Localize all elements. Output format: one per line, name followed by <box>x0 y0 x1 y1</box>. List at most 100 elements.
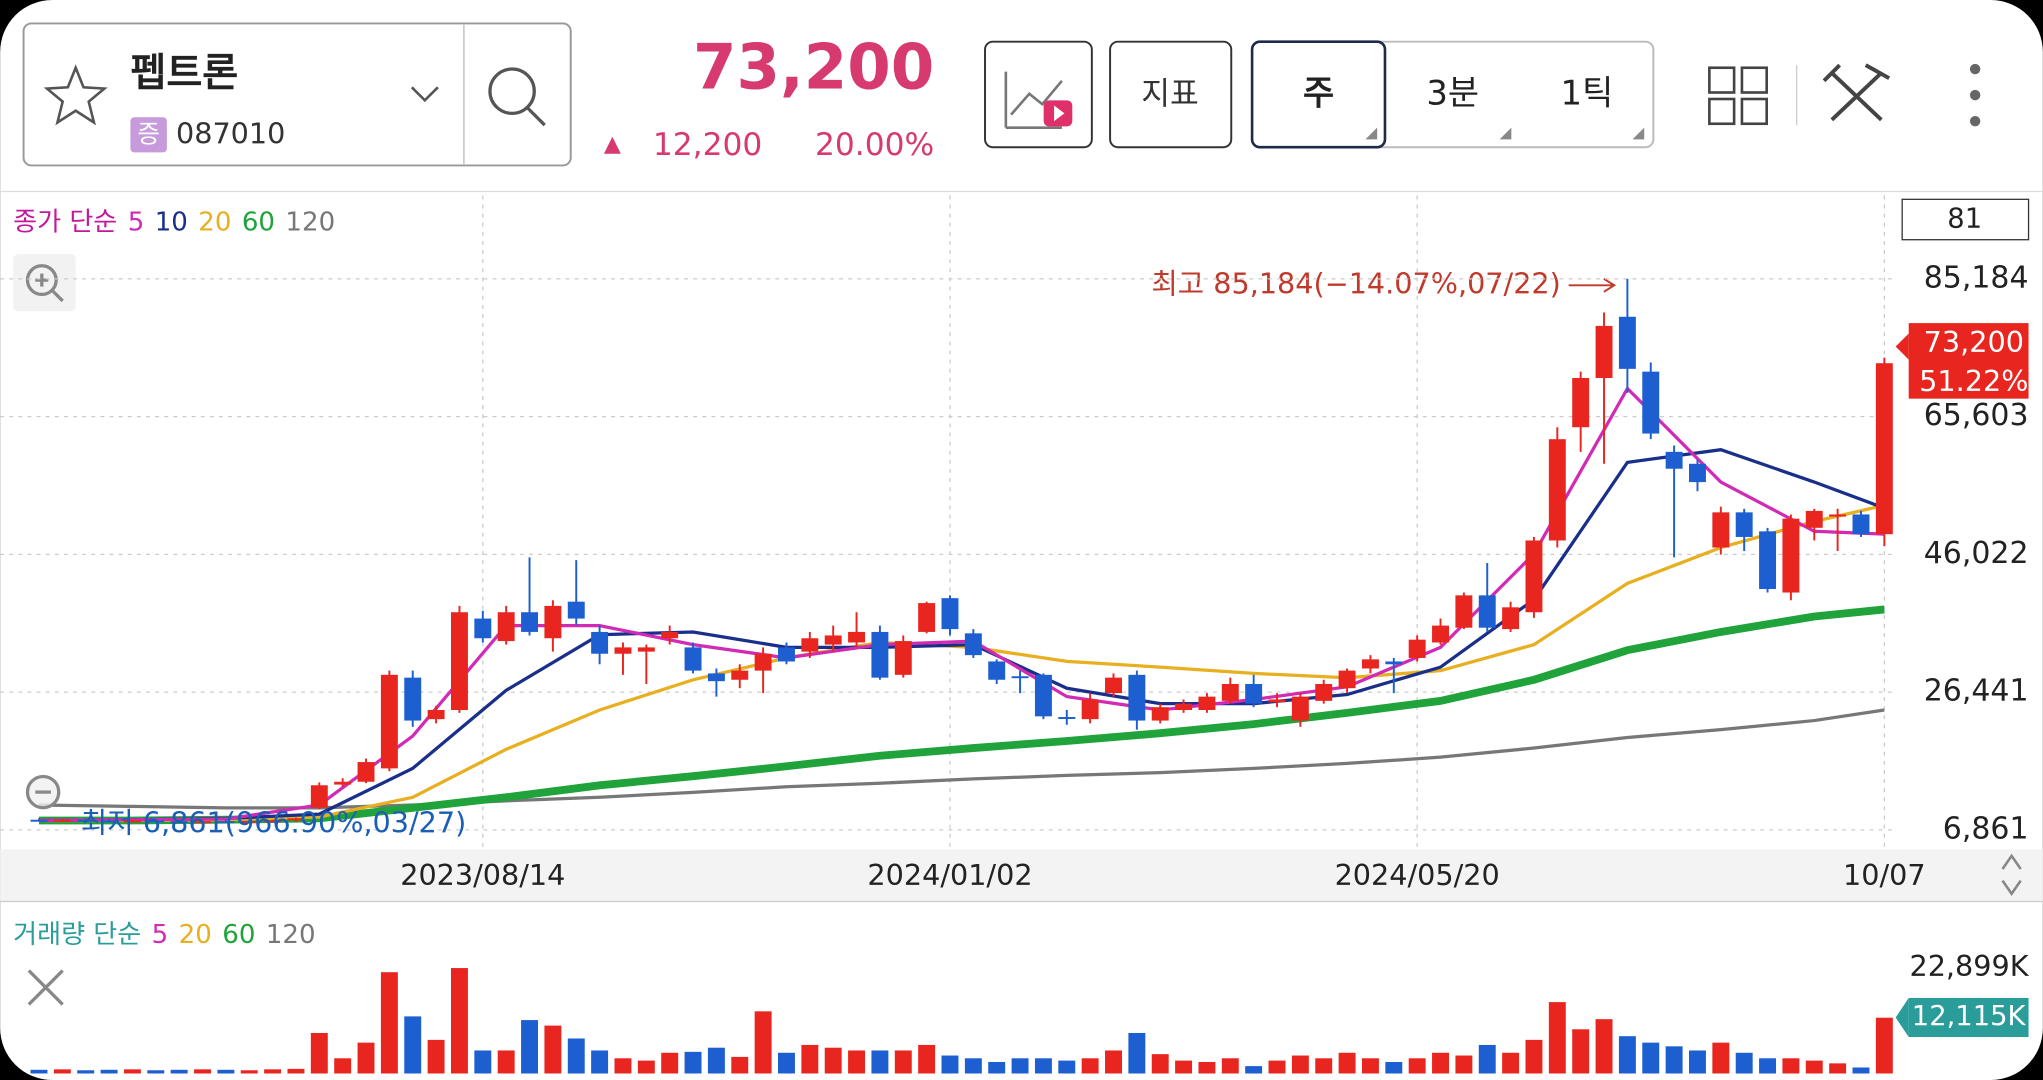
candle-body <box>1011 676 1029 679</box>
volume-bar <box>1245 1066 1263 1074</box>
candle-body <box>30 819 48 822</box>
candle-body <box>684 647 702 671</box>
candle-body <box>894 641 912 675</box>
period-option[interactable]: 3분 <box>1426 74 1479 113</box>
candle-body <box>918 603 936 632</box>
volume-bar <box>1595 1019 1613 1074</box>
candle-body <box>310 785 328 808</box>
price-badge <box>1908 323 2029 399</box>
legend-item: 5 <box>128 207 145 237</box>
zoom-in-button[interactable] <box>13 254 76 312</box>
search-icon[interactable] <box>488 67 536 115</box>
candle-body <box>1548 439 1566 541</box>
candle-body <box>217 821 235 824</box>
volume-bar <box>1198 1061 1216 1074</box>
volume-bar <box>1128 1032 1146 1074</box>
dropdown-icon[interactable] <box>410 86 439 103</box>
candle-body <box>474 618 492 639</box>
star-icon[interactable] <box>43 64 108 126</box>
candle-body <box>194 821 211 824</box>
candle-body <box>1735 512 1753 537</box>
y-tick-label: 46,022 <box>1924 536 2029 571</box>
volume-bar <box>1525 1039 1543 1074</box>
more-icon[interactable] <box>1969 63 1981 127</box>
volume-bar <box>1618 1036 1636 1074</box>
volume-bar <box>661 1052 679 1074</box>
x-tick-label: 2024/05/20 <box>1335 858 1500 892</box>
candle-body <box>77 819 95 822</box>
legend-label: 거래량 단순 <box>13 920 141 950</box>
volume-bar <box>1011 1058 1029 1074</box>
volume-bar <box>801 1044 819 1074</box>
candle-body <box>1712 512 1730 548</box>
x-tick-label: 2024/01/02 <box>867 858 1032 892</box>
candle-body <box>1525 540 1543 613</box>
layout-icon[interactable] <box>1708 66 1768 126</box>
candle-body <box>1572 377 1590 428</box>
legend-item: 120 <box>266 920 316 950</box>
play-icon <box>1054 105 1065 122</box>
candle-body <box>427 710 445 720</box>
volume-bar <box>964 1058 982 1074</box>
stock-name: 펩트론 <box>130 51 238 96</box>
candle-body <box>1245 683 1263 704</box>
low-annotation: 최저 6,861(966.90%,03/27) <box>81 806 466 840</box>
volume-bar <box>264 1069 282 1074</box>
candle-body <box>941 598 959 630</box>
volume-bar <box>1338 1052 1356 1074</box>
candle-body <box>1665 451 1683 469</box>
plot: 6,861 26,441 46,022 65,603 85,184 2023/08/14 2… <box>0 195 2030 1074</box>
volume-bar <box>77 1070 95 1074</box>
candle-body <box>1315 683 1333 701</box>
legend-item: 20 <box>198 207 231 237</box>
date-axis-band <box>0 849 2043 902</box>
scroll-arrows[interactable] <box>2001 853 2022 896</box>
period-selected[interactable] <box>1250 40 1387 149</box>
candle-body <box>1432 625 1449 643</box>
volume-bar <box>1572 1029 1590 1074</box>
volume-bar <box>824 1047 842 1074</box>
volume-bar <box>1642 1042 1660 1074</box>
chart-type-button[interactable] <box>984 40 1093 149</box>
candle-body <box>1478 595 1496 628</box>
volume-bar <box>1852 1067 1870 1074</box>
volume-bar <box>240 1070 258 1074</box>
candle-body <box>1852 514 1870 535</box>
candle-body <box>147 820 165 823</box>
volume-bar <box>1408 1058 1426 1074</box>
candle-body <box>334 781 352 785</box>
volume-bar <box>100 1069 118 1074</box>
volume-bar <box>918 1044 936 1074</box>
indicator-button[interactable] <box>1109 40 1233 149</box>
volume-bar <box>1315 1058 1333 1074</box>
volume-bar <box>450 968 468 1074</box>
period-option[interactable]: 1틱 <box>1561 74 1614 113</box>
stock-code: 087010 <box>176 116 285 150</box>
zoom-in-icon <box>35 273 64 303</box>
market-label: 증 <box>137 119 160 148</box>
high-arrow <box>1568 277 1617 293</box>
candle-body <box>100 820 118 823</box>
candle-body <box>1338 670 1356 689</box>
change-symbol: ▲ <box>604 131 621 157</box>
candle-body <box>1455 595 1473 628</box>
volume-bar <box>1548 1002 1566 1074</box>
volume-bar <box>1759 1058 1777 1074</box>
tools-icon[interactable] <box>1822 63 1891 122</box>
candle-body <box>1618 316 1636 369</box>
volume-bar <box>1034 1058 1052 1074</box>
x-tick-label: 2023/08/14 <box>400 858 565 892</box>
volume-bar <box>1689 1050 1706 1074</box>
period-option[interactable]: 주 <box>1303 74 1334 113</box>
close-volume-icon[interactable] <box>27 969 64 1006</box>
volume-bar <box>521 1020 539 1074</box>
volume-bar <box>474 1050 492 1074</box>
candle-body <box>801 638 819 652</box>
volume-bar <box>53 1069 71 1074</box>
volume-bar <box>217 1069 235 1074</box>
candle-body <box>380 674 398 769</box>
y-tick-label: 22,899K <box>1909 949 2029 983</box>
volume-bar <box>707 1047 725 1074</box>
volume-bar <box>1432 1052 1449 1074</box>
